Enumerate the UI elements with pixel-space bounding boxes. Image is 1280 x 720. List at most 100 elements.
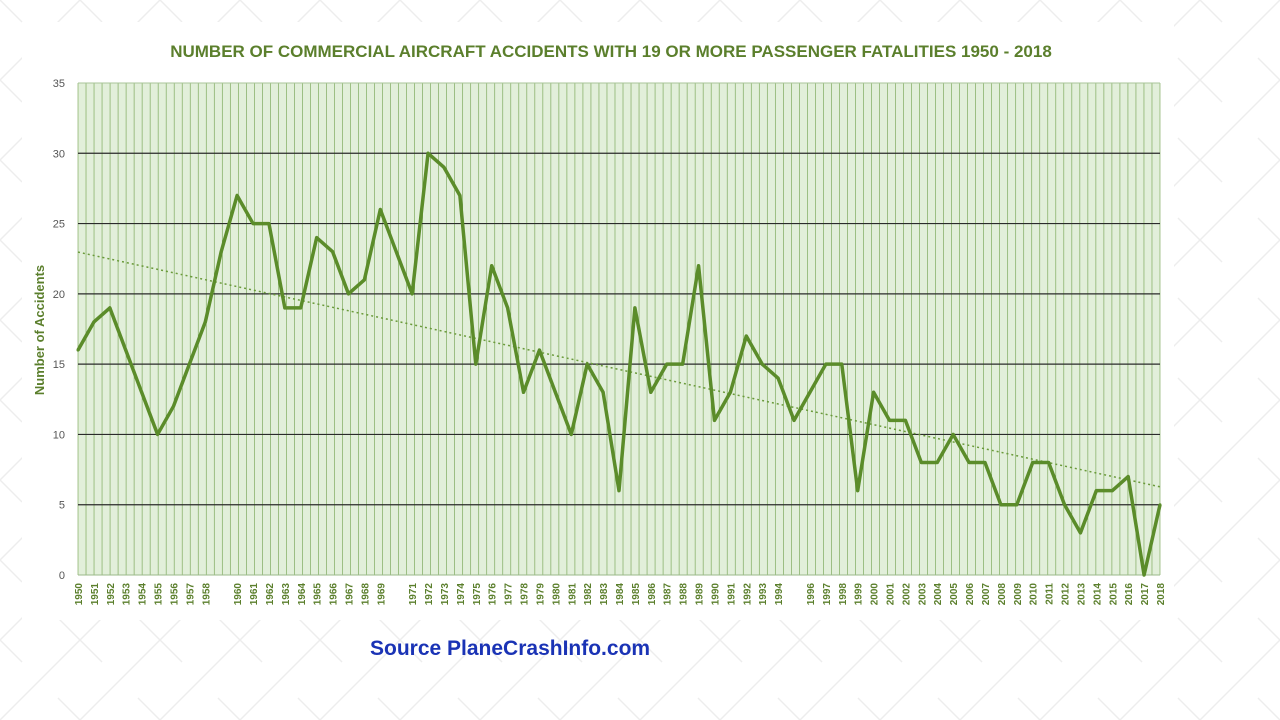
x-tick-label: 1980 [551, 583, 562, 606]
data-point [585, 362, 589, 366]
x-tick-label: 1986 [647, 583, 658, 606]
x-tick-label: 1989 [695, 583, 706, 606]
data-point [219, 250, 223, 254]
x-tick-label: 1993 [758, 583, 769, 606]
data-point [903, 418, 907, 422]
x-tick-label: 2016 [1124, 583, 1135, 606]
data-point [697, 264, 701, 268]
y-tick-label: 30 [53, 148, 65, 160]
x-tick-label: 1984 [615, 583, 626, 606]
x-tick-label: 1968 [360, 583, 371, 606]
plot-area [78, 83, 1160, 575]
data-point [776, 376, 780, 380]
data-point [140, 390, 144, 394]
x-tick-label: 2012 [1061, 583, 1072, 606]
data-point [569, 432, 573, 436]
data-point [124, 348, 128, 352]
data-point [1047, 461, 1051, 465]
data-point [442, 165, 446, 169]
data-point [1110, 489, 1114, 493]
x-tick-label: 1965 [313, 583, 324, 606]
data-point [872, 390, 876, 394]
data-point [792, 418, 796, 422]
data-point [649, 390, 653, 394]
data-point [426, 151, 430, 155]
x-tick-label: 1979 [535, 583, 546, 606]
data-point [76, 348, 80, 352]
data-point [347, 292, 350, 296]
data-point [362, 278, 366, 282]
x-tick-label: 1966 [329, 583, 340, 606]
x-tick-label: 1981 [567, 583, 578, 606]
x-tick-label: 1992 [742, 583, 753, 606]
source-text: Source PlaneCrashInfo.com [370, 637, 651, 660]
data-point [633, 306, 637, 310]
x-tick-label: 1952 [106, 583, 117, 606]
x-tick-label: 1998 [838, 583, 849, 606]
data-point [203, 320, 207, 324]
y-tick-label: 5 [59, 500, 65, 512]
x-tick-label: 1963 [281, 583, 292, 606]
x-tick-label: 1996 [806, 583, 817, 606]
x-tick-label: 2018 [1156, 583, 1167, 606]
data-point [840, 362, 844, 366]
x-tick-label: 1967 [345, 583, 356, 606]
data-point [935, 461, 939, 465]
data-point [681, 362, 685, 366]
data-point [856, 489, 860, 493]
data-point [171, 404, 175, 408]
data-point [824, 362, 828, 366]
x-tick-label: 1958 [201, 583, 212, 606]
major-gridlines [78, 82, 1160, 576]
x-axis-ticks: 1950 1951 1952 1953 1954 1955 1956 1957 1958 1960… [74, 583, 1167, 606]
x-tick-label: 1969 [376, 583, 387, 606]
x-tick-label: 1987 [663, 583, 674, 606]
data-point [1142, 573, 1146, 577]
chart-title: NUMBER OF COMMERCIAL AIRCRAFT ACCIDENTS … [170, 42, 1052, 61]
x-tick-label: 1991 [726, 583, 737, 606]
x-tick-label: 1954 [138, 583, 149, 606]
data-point [760, 362, 764, 366]
data-point [235, 193, 239, 197]
y-tick-label: 15 [53, 359, 65, 371]
x-tick-label: 1978 [520, 583, 531, 606]
data-point [1078, 531, 1082, 535]
y-tick-label: 10 [53, 429, 65, 441]
data-point [951, 432, 955, 436]
x-tick-label: 1982 [583, 583, 594, 606]
data-point [410, 292, 414, 296]
data-point [283, 306, 287, 310]
data-point [537, 348, 541, 352]
y-axis-ticks: 0 5 10 15 20 25 30 35 [53, 78, 65, 582]
data-point [1094, 489, 1098, 493]
x-tick-label: 1999 [854, 583, 865, 606]
data-point [744, 334, 748, 338]
data-point [458, 193, 462, 197]
x-tick-label: 2006 [965, 583, 976, 606]
x-tick-label: 1961 [249, 583, 260, 606]
data-point [315, 236, 319, 240]
data-point [490, 264, 494, 268]
x-tick-label: 1964 [297, 583, 308, 606]
x-tick-label: 1994 [774, 583, 785, 606]
data-point [251, 222, 255, 226]
x-tick-label: 2010 [1029, 583, 1040, 606]
y-tick-label: 0 [59, 570, 65, 582]
x-tick-label: 2003 [917, 583, 928, 606]
y-tick-label: 25 [53, 219, 65, 231]
x-tick-label: 2001 [886, 583, 897, 606]
data-point [888, 418, 891, 422]
minor-gridlines [77, 83, 1161, 575]
data-point [378, 208, 382, 212]
x-tick-label: 2008 [997, 583, 1008, 606]
x-tick-label: 1950 [74, 583, 85, 606]
data-point [1063, 503, 1067, 507]
data-point [967, 461, 971, 465]
x-tick-label: 1955 [154, 583, 165, 606]
x-tick-label: 1951 [90, 583, 101, 606]
data-point [108, 306, 112, 310]
data-point [983, 461, 987, 465]
x-tick-label: 1975 [472, 583, 483, 606]
data-points [76, 151, 1162, 577]
data-point [474, 362, 478, 366]
